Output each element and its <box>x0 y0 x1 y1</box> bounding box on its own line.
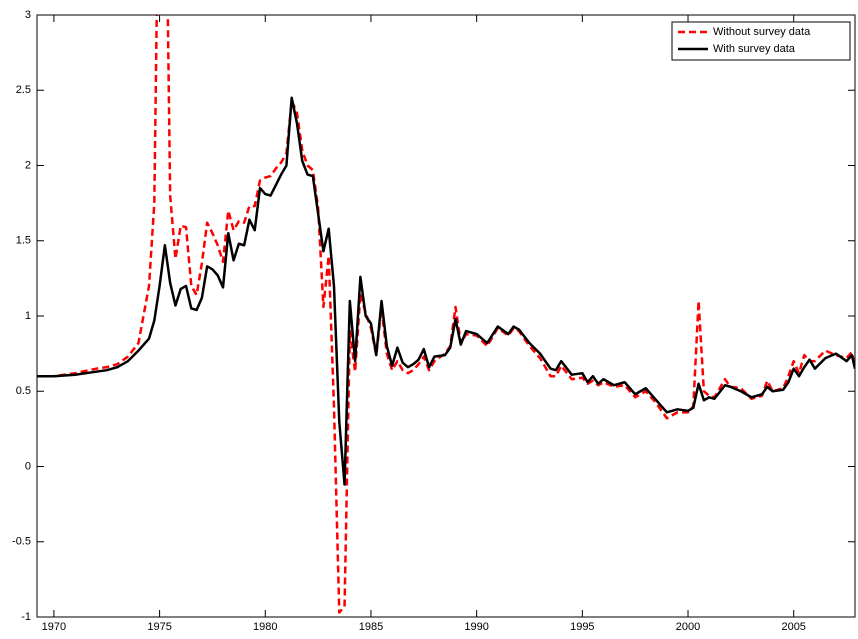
series-line <box>37 96 855 486</box>
x-tick-label: 1980 <box>253 621 277 633</box>
x-tick-label: 1995 <box>570 621 594 633</box>
y-tick-label: 2 <box>25 159 31 171</box>
x-tick-label: 1975 <box>147 621 171 633</box>
x-tick-label: 1985 <box>359 621 383 633</box>
y-tick-label: 1 <box>25 310 31 322</box>
y-tick-label: 1.5 <box>16 235 31 247</box>
y-tick-label: -1 <box>21 611 31 623</box>
series-line <box>37 15 855 614</box>
y-tick-label: 3 <box>25 9 31 21</box>
legend-label: With survey data <box>713 43 796 55</box>
y-tick-label: 2.5 <box>16 84 31 96</box>
y-tick-label: 0 <box>25 460 31 472</box>
legend-box <box>671 21 851 61</box>
x-tick-label: 1990 <box>464 621 488 633</box>
x-tick-label: 1970 <box>42 621 66 633</box>
axes-box <box>36 14 856 618</box>
y-tick-label: -0.5 <box>12 536 31 548</box>
x-tick-label: 2005 <box>781 621 805 633</box>
legend-label: Without survey data <box>713 26 811 38</box>
x-tick-label: 2000 <box>676 621 700 633</box>
plot-area <box>37 15 855 614</box>
y-tick-label: 0.5 <box>16 385 31 397</box>
